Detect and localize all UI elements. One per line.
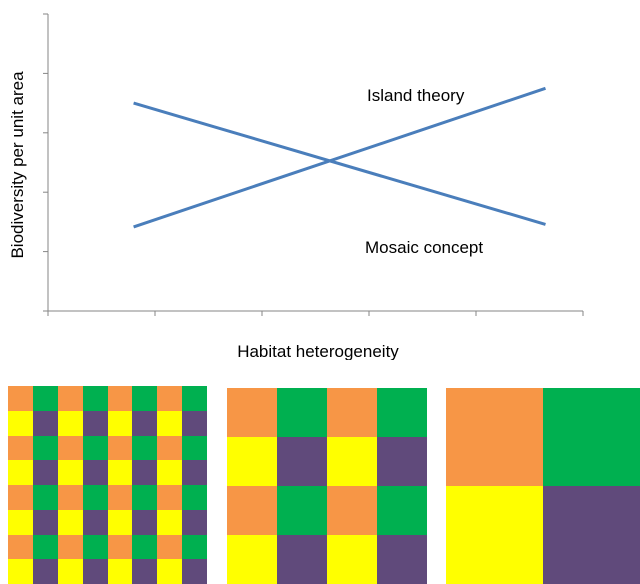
mosaic-cell-yellow [107,410,133,436]
mosaic-cell-yellow [157,559,183,584]
mosaic-cell-orange [8,485,33,510]
mosaic-cell-orange [157,485,183,510]
mosaic-cell-orange [107,485,133,510]
mosaic-medium [227,388,427,584]
mosaic-cell-green [32,534,58,560]
mosaic-cell-purple [32,559,58,584]
mosaic-cell-orange [446,388,543,486]
mosaic-cell-yellow [157,460,183,485]
mosaic-cell-orange [107,386,133,411]
mosaic-cell-yellow [57,410,83,436]
mosaic-cell-yellow [8,460,33,485]
mosaic-cell-green [182,534,207,560]
mosaic-cell-orange [107,534,133,560]
mosaic-cell-yellow [57,509,83,535]
mosaic-cell-orange [327,486,377,535]
mosaic-cell-orange [8,534,33,560]
mosaic-cell-orange [107,435,133,461]
mosaic-cell-yellow [107,509,133,535]
mosaic-cell-yellow [8,509,33,535]
mosaic-cell-green [182,435,207,461]
series-label-mosaic-concept: Mosaic concept [365,238,483,257]
mosaic-cell-green [277,486,327,535]
mosaic-cell-yellow [107,559,133,584]
series-line-mosaic-concept [133,101,546,226]
mosaic-cell-yellow [327,437,377,486]
mosaic-cell-yellow [57,460,83,485]
mosaic-cell-orange [57,534,83,560]
mosaic-cell-yellow [446,486,543,584]
mosaic-cell-purple [82,559,108,584]
mosaic-cell-yellow [157,410,183,436]
mosaic-cell-green [82,435,108,461]
mosaic-cell-green [377,486,427,535]
mosaic-cell-orange [157,534,183,560]
mosaic-cell-yellow [57,559,83,584]
mosaic-cell-purple [182,410,207,436]
mosaic-cell-yellow [327,535,377,584]
mosaic-cell-purple [82,410,108,436]
mosaic-cell-green [132,386,158,411]
chart-ticks [43,13,584,316]
mosaic-cell-purple [182,509,207,535]
mosaic-cell-green [32,435,58,461]
mosaic-cell-green [82,534,108,560]
y-axis-label: Biodiversity per unit area [8,71,27,259]
mosaic-cell-yellow [227,437,277,486]
mosaic-cell-yellow [227,535,277,584]
mosaic-cell-green [132,435,158,461]
mosaic-cell-orange [57,485,83,510]
mosaic-cell-yellow [8,559,33,584]
mosaic-cell-purple [132,559,158,584]
mosaic-cell-green [132,534,158,560]
x-axis-label: Habitat heterogeneity [237,342,399,360]
mosaic-cell-purple [32,460,58,485]
mosaic-cell-green [377,388,427,437]
mosaic-cell-orange [57,386,83,411]
mosaic-cell-purple [132,460,158,485]
mosaic-cell-orange [8,386,33,411]
line-chart: Biodiversity per unit area Habitat heter… [8,13,584,360]
chart-series [133,86,546,229]
mosaic-cell-orange [157,386,183,411]
mosaic-cell-orange [157,435,183,461]
mosaic-cell-green [277,388,327,437]
mosaic-cell-orange [8,435,33,461]
mosaic-cell-yellow [157,509,183,535]
mosaic-cell-purple [132,509,158,535]
mosaic-cell-purple [543,486,640,584]
mosaic-cell-green [132,485,158,510]
mosaic-cell-purple [277,535,327,584]
mosaic-cell-green [82,485,108,510]
mosaic-cell-orange [227,388,277,437]
mosaic-cell-green [82,386,108,411]
mosaic-cell-purple [377,535,427,584]
mosaic-cell-green [182,386,207,411]
mosaic-cell-purple [377,437,427,486]
mosaic-cell-green [32,386,58,411]
mosaic-cell-purple [82,460,108,485]
mosaic-cell-green [543,388,640,486]
mosaic-cell-purple [82,509,108,535]
mosaic-cell-purple [32,410,58,436]
mosaic-cell-orange [227,486,277,535]
mosaic-cell-purple [182,559,207,584]
series-line-island-theory [133,86,546,229]
mosaic-fine [8,386,207,584]
series-label-island-theory: Island theory [367,86,465,105]
mosaic-cell-purple [182,460,207,485]
mosaic-cell-purple [277,437,327,486]
mosaic-cell-purple [132,410,158,436]
chart-axes [47,14,583,312]
mosaic-cell-green [32,485,58,510]
mosaic-cell-yellow [107,460,133,485]
mosaic-cell-green [182,485,207,510]
mosaic-cell-orange [57,435,83,461]
mosaic-cell-yellow [8,410,33,436]
mosaic-coarse [446,388,640,584]
mosaic-cell-purple [32,509,58,535]
mosaic-cell-orange [327,388,377,437]
